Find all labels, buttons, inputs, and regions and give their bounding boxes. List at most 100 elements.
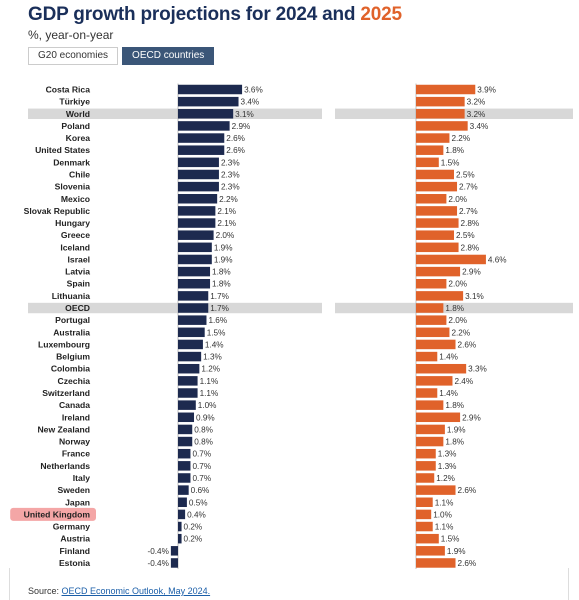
data-label-2024-germany: 0.2% (184, 523, 203, 532)
bar-2024-mexico (178, 194, 218, 204)
source-link[interactable]: OECD Economic Outlook, May 2024. (61, 586, 211, 596)
category-label-united-states: United States (35, 145, 90, 155)
data-label-2025-sweden: 2.6% (458, 486, 477, 495)
bar-2024-poland (178, 121, 230, 131)
data-label-2024-netherlands: 0.7% (192, 462, 211, 471)
category-label-austria: Austria (60, 534, 90, 544)
data-label-2025-belgium: 1.4% (439, 353, 458, 362)
bar-2024-colombia (178, 363, 200, 374)
category-label-slovenia: Slovenia (55, 182, 91, 192)
data-label-2025-austria: 1.5% (441, 535, 460, 544)
data-label-2025-norway: 1.8% (445, 438, 464, 447)
chart-title: GDP growth projections for 2024 and 2025 (28, 4, 402, 26)
category-label-canada: Canada (59, 400, 90, 410)
data-label-2025-new-zealand: 1.9% (447, 425, 466, 434)
bar-2024-australia (178, 327, 205, 338)
category-label-italy: Italy (73, 473, 90, 483)
bar-2025-italy (416, 473, 435, 483)
category-label-japan: Japan (65, 497, 90, 507)
bar-2025-canada (416, 400, 444, 410)
data-label-2025-united-kingdom: 1.0% (433, 510, 452, 519)
bar-2025-luxembourg (416, 339, 456, 350)
bar-2025-estonia (416, 558, 456, 568)
data-label-2025-slovak-republic: 2.7% (459, 207, 478, 216)
bar-2024-czechia (178, 376, 198, 386)
data-label-2025-poland: 3.4% (470, 122, 489, 131)
bar-2024-united-kingdom (178, 509, 186, 520)
data-label-2025-united-states: 1.8% (445, 146, 464, 155)
data-label-2025-chile: 2.5% (456, 170, 475, 179)
data-label-2025-lithuania: 3.1% (465, 292, 484, 301)
highlight-row-oecd-2025 (335, 302, 573, 314)
bar-2024-lithuania (178, 291, 209, 301)
bar-2024-italy (178, 473, 191, 483)
category-label-czechia: Czechia (58, 376, 91, 386)
bar-2025-chile (416, 169, 454, 180)
data-label-2024-chile: 2.3% (221, 170, 240, 179)
bar-2024-latvia (178, 266, 211, 277)
data-label-2024-canada: 1.0% (198, 401, 217, 410)
data-label-2024-finland: -0.4% (147, 547, 168, 556)
title-year-2024: 2024 (275, 4, 318, 25)
category-label-colombia: Colombia (51, 364, 90, 374)
data-label-2024-world: 3.1% (235, 110, 254, 119)
bar-2024-germany (178, 521, 182, 532)
title-prefix: GDP growth projections for (28, 4, 276, 25)
category-label-united-kingdom: United Kingdom (24, 509, 91, 519)
bar-2025-portugal (416, 315, 447, 325)
bar-2025-germany (416, 521, 433, 532)
category-label-finland: Finland (59, 546, 90, 556)
category-label-netherlands: Netherlands (40, 461, 90, 471)
bar-2024-new-zealand (178, 424, 193, 435)
category-label-portugal: Portugal (55, 315, 90, 325)
bar-2024-belgium (178, 351, 202, 362)
data-label-2024-new-zealand: 0.8% (194, 425, 213, 434)
bar-2025-iceland (416, 242, 459, 253)
category-label-germany: Germany (53, 522, 90, 532)
title-connector: and (317, 4, 361, 25)
bar-2025-netherlands (416, 461, 436, 471)
bar-2024-switzerland (178, 388, 198, 398)
data-label-2024-australia: 1.5% (207, 328, 226, 337)
bar-2024-ireland (178, 412, 195, 423)
data-label-2024-slovenia: 2.3% (221, 183, 240, 192)
bar-2025-korea (416, 133, 450, 143)
bar-2024-costa-rica (178, 84, 243, 95)
data-label-2024-latvia: 1.8% (212, 268, 231, 277)
bar-2024-world (178, 109, 234, 119)
data-label-2025-italy: 1.2% (436, 474, 455, 483)
data-label-2024-denmark: 2.3% (221, 158, 240, 167)
bar-2025-spain (416, 278, 447, 289)
tab-oecd-countries[interactable]: OECD countries (122, 47, 215, 65)
bar-2024-norway (178, 436, 193, 447)
data-label-2024-united-kingdom: 0.4% (187, 510, 206, 519)
data-label-2025-canada: 1.8% (445, 401, 464, 410)
title-year-2025: 2025 (360, 4, 402, 25)
category-label-hungary: Hungary (55, 218, 90, 228)
data-label-2024-costa-rica: 3.6% (244, 86, 263, 95)
bar-2025-norway (416, 436, 444, 447)
data-label-2025-hungary: 2.8% (461, 219, 480, 228)
category-label-costa-rica: Costa Rica (46, 85, 91, 95)
data-label-2025-portugal: 2.0% (448, 316, 467, 325)
category-label-sweden: Sweden (58, 485, 90, 495)
data-label-2024-japan: 0.5% (189, 498, 208, 507)
data-label-2024-lithuania: 1.7% (210, 292, 229, 301)
data-label-2024-korea: 2.6% (226, 134, 245, 143)
data-label-2024-colombia: 1.2% (201, 365, 220, 374)
bar-2024-slovak-republic (178, 206, 216, 216)
category-label-korea: Korea (66, 133, 91, 143)
bar-2024-chile (178, 169, 219, 180)
category-label-ireland: Ireland (62, 412, 90, 422)
data-label-2025-greece: 2.5% (456, 231, 475, 240)
tab-g20-economies[interactable]: G20 economies (28, 47, 119, 65)
data-label-2024-spain: 1.8% (212, 280, 231, 289)
bar-2024-netherlands (178, 461, 191, 471)
bar-2025-japan (416, 497, 433, 508)
frame-border-left (9, 568, 10, 600)
bar-2024-greece (178, 230, 214, 240)
bar-2025-sweden (416, 485, 456, 495)
category-label-new-zealand: New Zealand (37, 424, 90, 434)
bar-2024-slovenia (178, 181, 219, 192)
data-label-2024-austria: 0.2% (184, 535, 203, 544)
